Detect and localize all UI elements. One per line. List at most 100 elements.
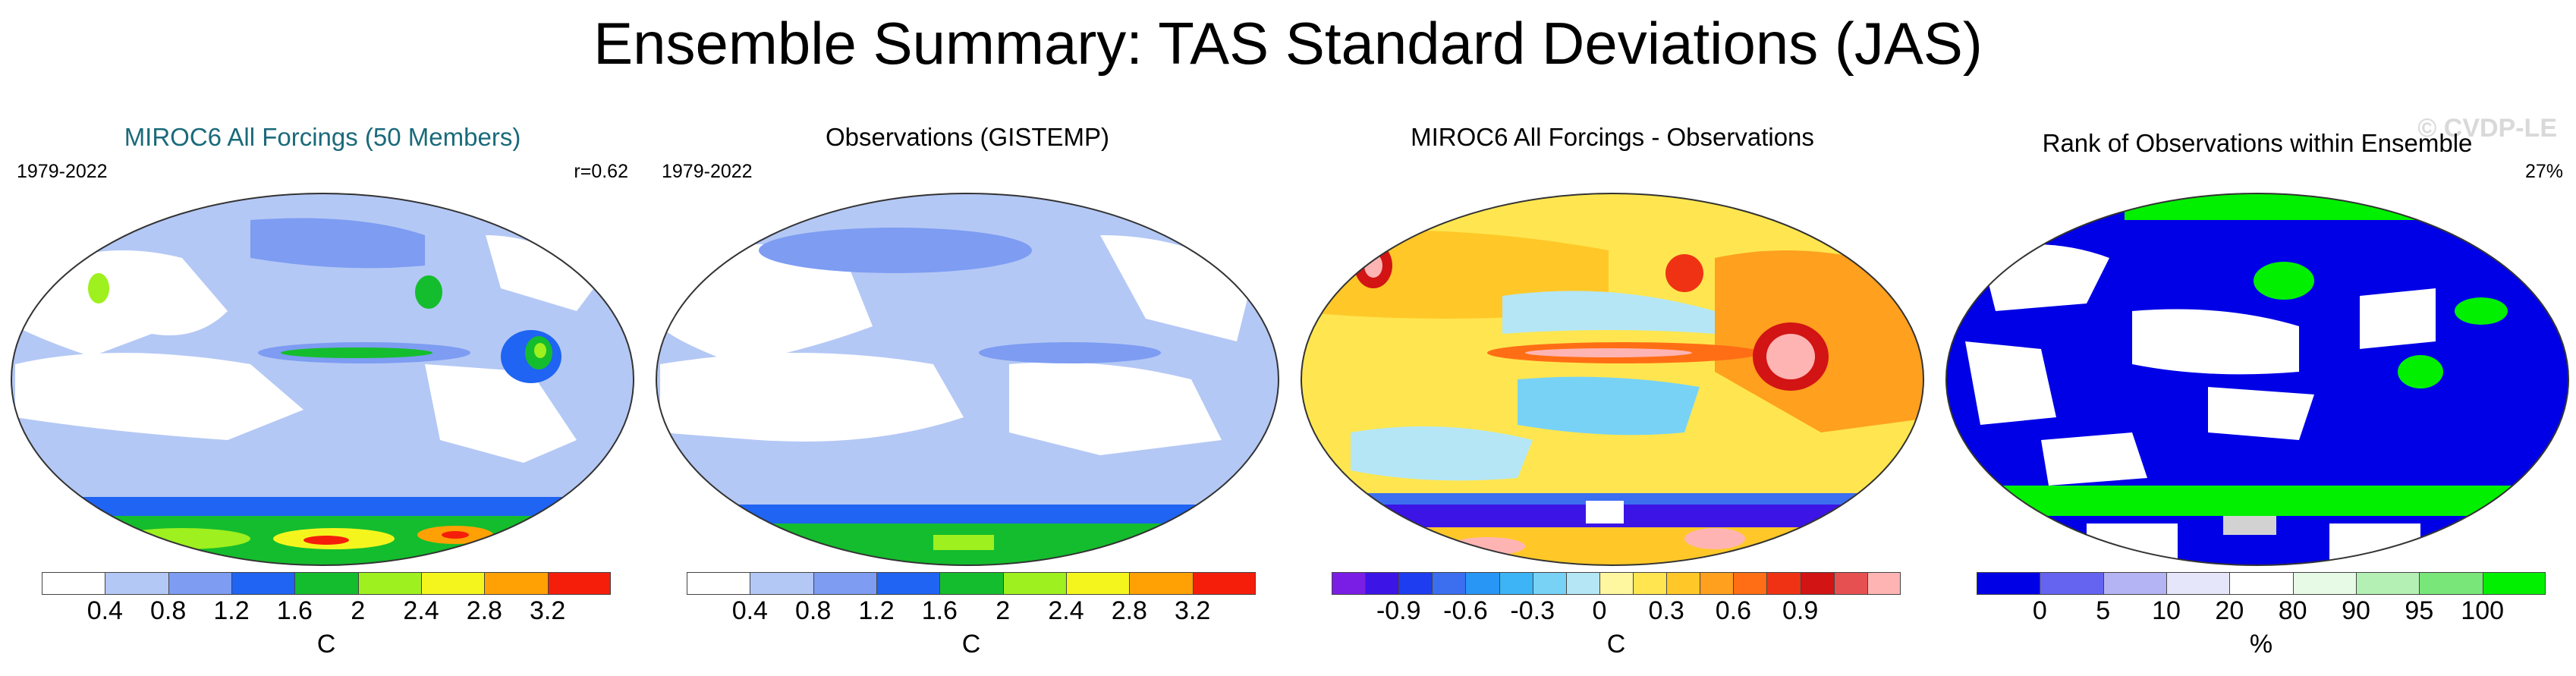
colorbar-tick-label: 2 xyxy=(995,596,1011,625)
panel-difference: MIROC6 All Forcings - Observations - xyxy=(1290,114,1935,675)
colorbar-segment xyxy=(2419,572,2483,595)
correlation-label: r=0.62 xyxy=(574,161,628,182)
siberia-max xyxy=(88,273,109,303)
colorbar-unit: C xyxy=(961,630,981,659)
colorbar-segment xyxy=(1833,572,1867,595)
watermark: © CVDP-LE xyxy=(2417,114,2557,143)
colorbar-tick-label: 3.2 xyxy=(530,596,566,625)
antarctic-white xyxy=(1586,501,1624,524)
colorbar-segment xyxy=(687,572,750,595)
ne-pacific xyxy=(250,218,425,269)
colorbar-tick-label: 2 xyxy=(351,596,366,625)
colorbar-segment xyxy=(813,572,876,595)
colorbar-segment xyxy=(1499,572,1533,595)
rank-high xyxy=(2398,355,2443,388)
colorbar-segment xyxy=(231,572,295,595)
colorbar-segment xyxy=(1800,572,1834,595)
antarctic-white xyxy=(2087,524,2178,565)
colorbar-tick-label: 0.8 xyxy=(150,596,187,625)
colorbar-tick-label: 1.2 xyxy=(858,596,895,625)
rank-white xyxy=(2360,288,2436,349)
colorbar-ticks: 0 5 10 20 80 90 95 100 xyxy=(1977,596,2546,627)
period-label: 1979-2022 xyxy=(17,161,108,182)
colorbar-tick-label: 0.9 xyxy=(1782,596,1819,625)
colorbar-segment xyxy=(1666,572,1700,595)
panel-rank: © CVDP-LE Rank of Observations within En… xyxy=(1935,114,2576,675)
antarctic-gray xyxy=(2223,516,2276,535)
colorbar-segment xyxy=(2103,572,2166,595)
colorbar-segment xyxy=(1867,572,1901,595)
colorbar-segment xyxy=(168,572,231,595)
colorbar-tick-label: -0.3 xyxy=(1510,596,1555,625)
rank-high xyxy=(2455,297,2508,325)
colorbar-tick-label: 90 xyxy=(2342,596,2370,625)
ne-pacific xyxy=(759,228,1032,273)
colorbar-tick-label: 3.2 xyxy=(1175,596,1211,625)
colorbar-segment xyxy=(294,572,358,595)
warm-region xyxy=(1715,250,1923,432)
land-white xyxy=(1009,362,1222,455)
colorbar-tick-label: 95 xyxy=(2405,596,2434,625)
colorbar-tick-label: 0.4 xyxy=(731,596,768,625)
colorbar-tick-label: 1.2 xyxy=(213,596,250,625)
colorbar-unit: % xyxy=(2249,630,2273,659)
colorbar-segment xyxy=(105,572,168,595)
rank-white xyxy=(2208,387,2314,440)
colorbar-segment xyxy=(1192,572,1256,595)
colorbar-segment xyxy=(1632,572,1667,595)
land-white xyxy=(15,250,228,357)
colorbar-tick-label: 0.3 xyxy=(1648,596,1684,625)
colorbar-ticks: 0.4 0.8 1.2 1.6 2 2.4 2.8 3.2 xyxy=(42,596,611,627)
colorbar-tick-label: -0.9 xyxy=(1376,596,1421,625)
colorbar-segment xyxy=(1002,572,1066,595)
colorbar-tick-label: 20 xyxy=(2215,596,2244,625)
colorbar-tick-label: 0.8 xyxy=(795,596,832,625)
colorbar xyxy=(687,572,1256,595)
colorbar-segment xyxy=(1332,572,1366,595)
colorbar-unit: C xyxy=(1606,630,1626,659)
panel-miroc6: MIROC6 All Forcings (50 Members) 1979-20… xyxy=(0,114,645,675)
colorbar-segment xyxy=(1432,572,1466,595)
colorbar-tick-label: 80 xyxy=(2278,596,2307,625)
n-america-max xyxy=(415,275,442,309)
colorbar-ticks: 0.4 0.8 1.2 1.6 2 2.4 2.8 3.2 xyxy=(687,596,1256,627)
rank-white xyxy=(1965,341,2056,425)
colorbar xyxy=(42,572,611,595)
rank-white xyxy=(2041,432,2147,486)
period-label: 1979-2022 xyxy=(662,161,753,182)
colorbar-tick-label: -0.6 xyxy=(1443,596,1488,625)
colorbar-segment xyxy=(2292,572,2356,595)
antarctic-max xyxy=(114,528,250,549)
colorbar xyxy=(1977,572,2546,595)
colorbar-segment xyxy=(876,572,940,595)
rank-summary: 27% xyxy=(2524,161,2563,182)
colorbar-segment xyxy=(42,572,105,595)
colorbar-segment xyxy=(357,572,421,595)
colorbar-tick-label: 1.6 xyxy=(921,596,958,625)
colorbar-segment xyxy=(1465,572,1499,595)
colorbar-tick-label: 2.8 xyxy=(1111,596,1147,625)
colorbar-segment xyxy=(1565,572,1599,595)
colorbar-tick-label: 10 xyxy=(2152,596,2181,625)
colorbar-tick-label: 0 xyxy=(2032,596,2047,625)
colorbar-tick-label: 1.6 xyxy=(276,596,313,625)
map-observations xyxy=(656,193,1279,566)
equatorial-pacific-core xyxy=(1525,348,1692,357)
rank-high xyxy=(2254,262,2314,300)
colorbar-segment xyxy=(750,572,813,595)
panel-title: Rank of Observations within Ensemble xyxy=(2042,129,2473,157)
colorbar-segment xyxy=(1065,572,1130,595)
southern-ocean-edge xyxy=(1301,493,1923,505)
amazon-max-core xyxy=(1766,334,1815,379)
amazon-max-peak xyxy=(534,343,546,358)
antarctic-white xyxy=(2329,524,2420,565)
map-miroc6 xyxy=(11,193,634,566)
colorbar xyxy=(1332,572,1901,595)
colorbar-segment xyxy=(420,572,485,595)
colorbar-tick-label: 2.4 xyxy=(403,596,439,625)
panel-title: Observations (GISTEMP) xyxy=(825,123,1110,151)
equatorial-pacific-core xyxy=(281,347,432,358)
colorbar-segment xyxy=(484,572,548,595)
colorbar-segment xyxy=(1365,572,1399,595)
equatorial-pacific xyxy=(979,342,1161,363)
